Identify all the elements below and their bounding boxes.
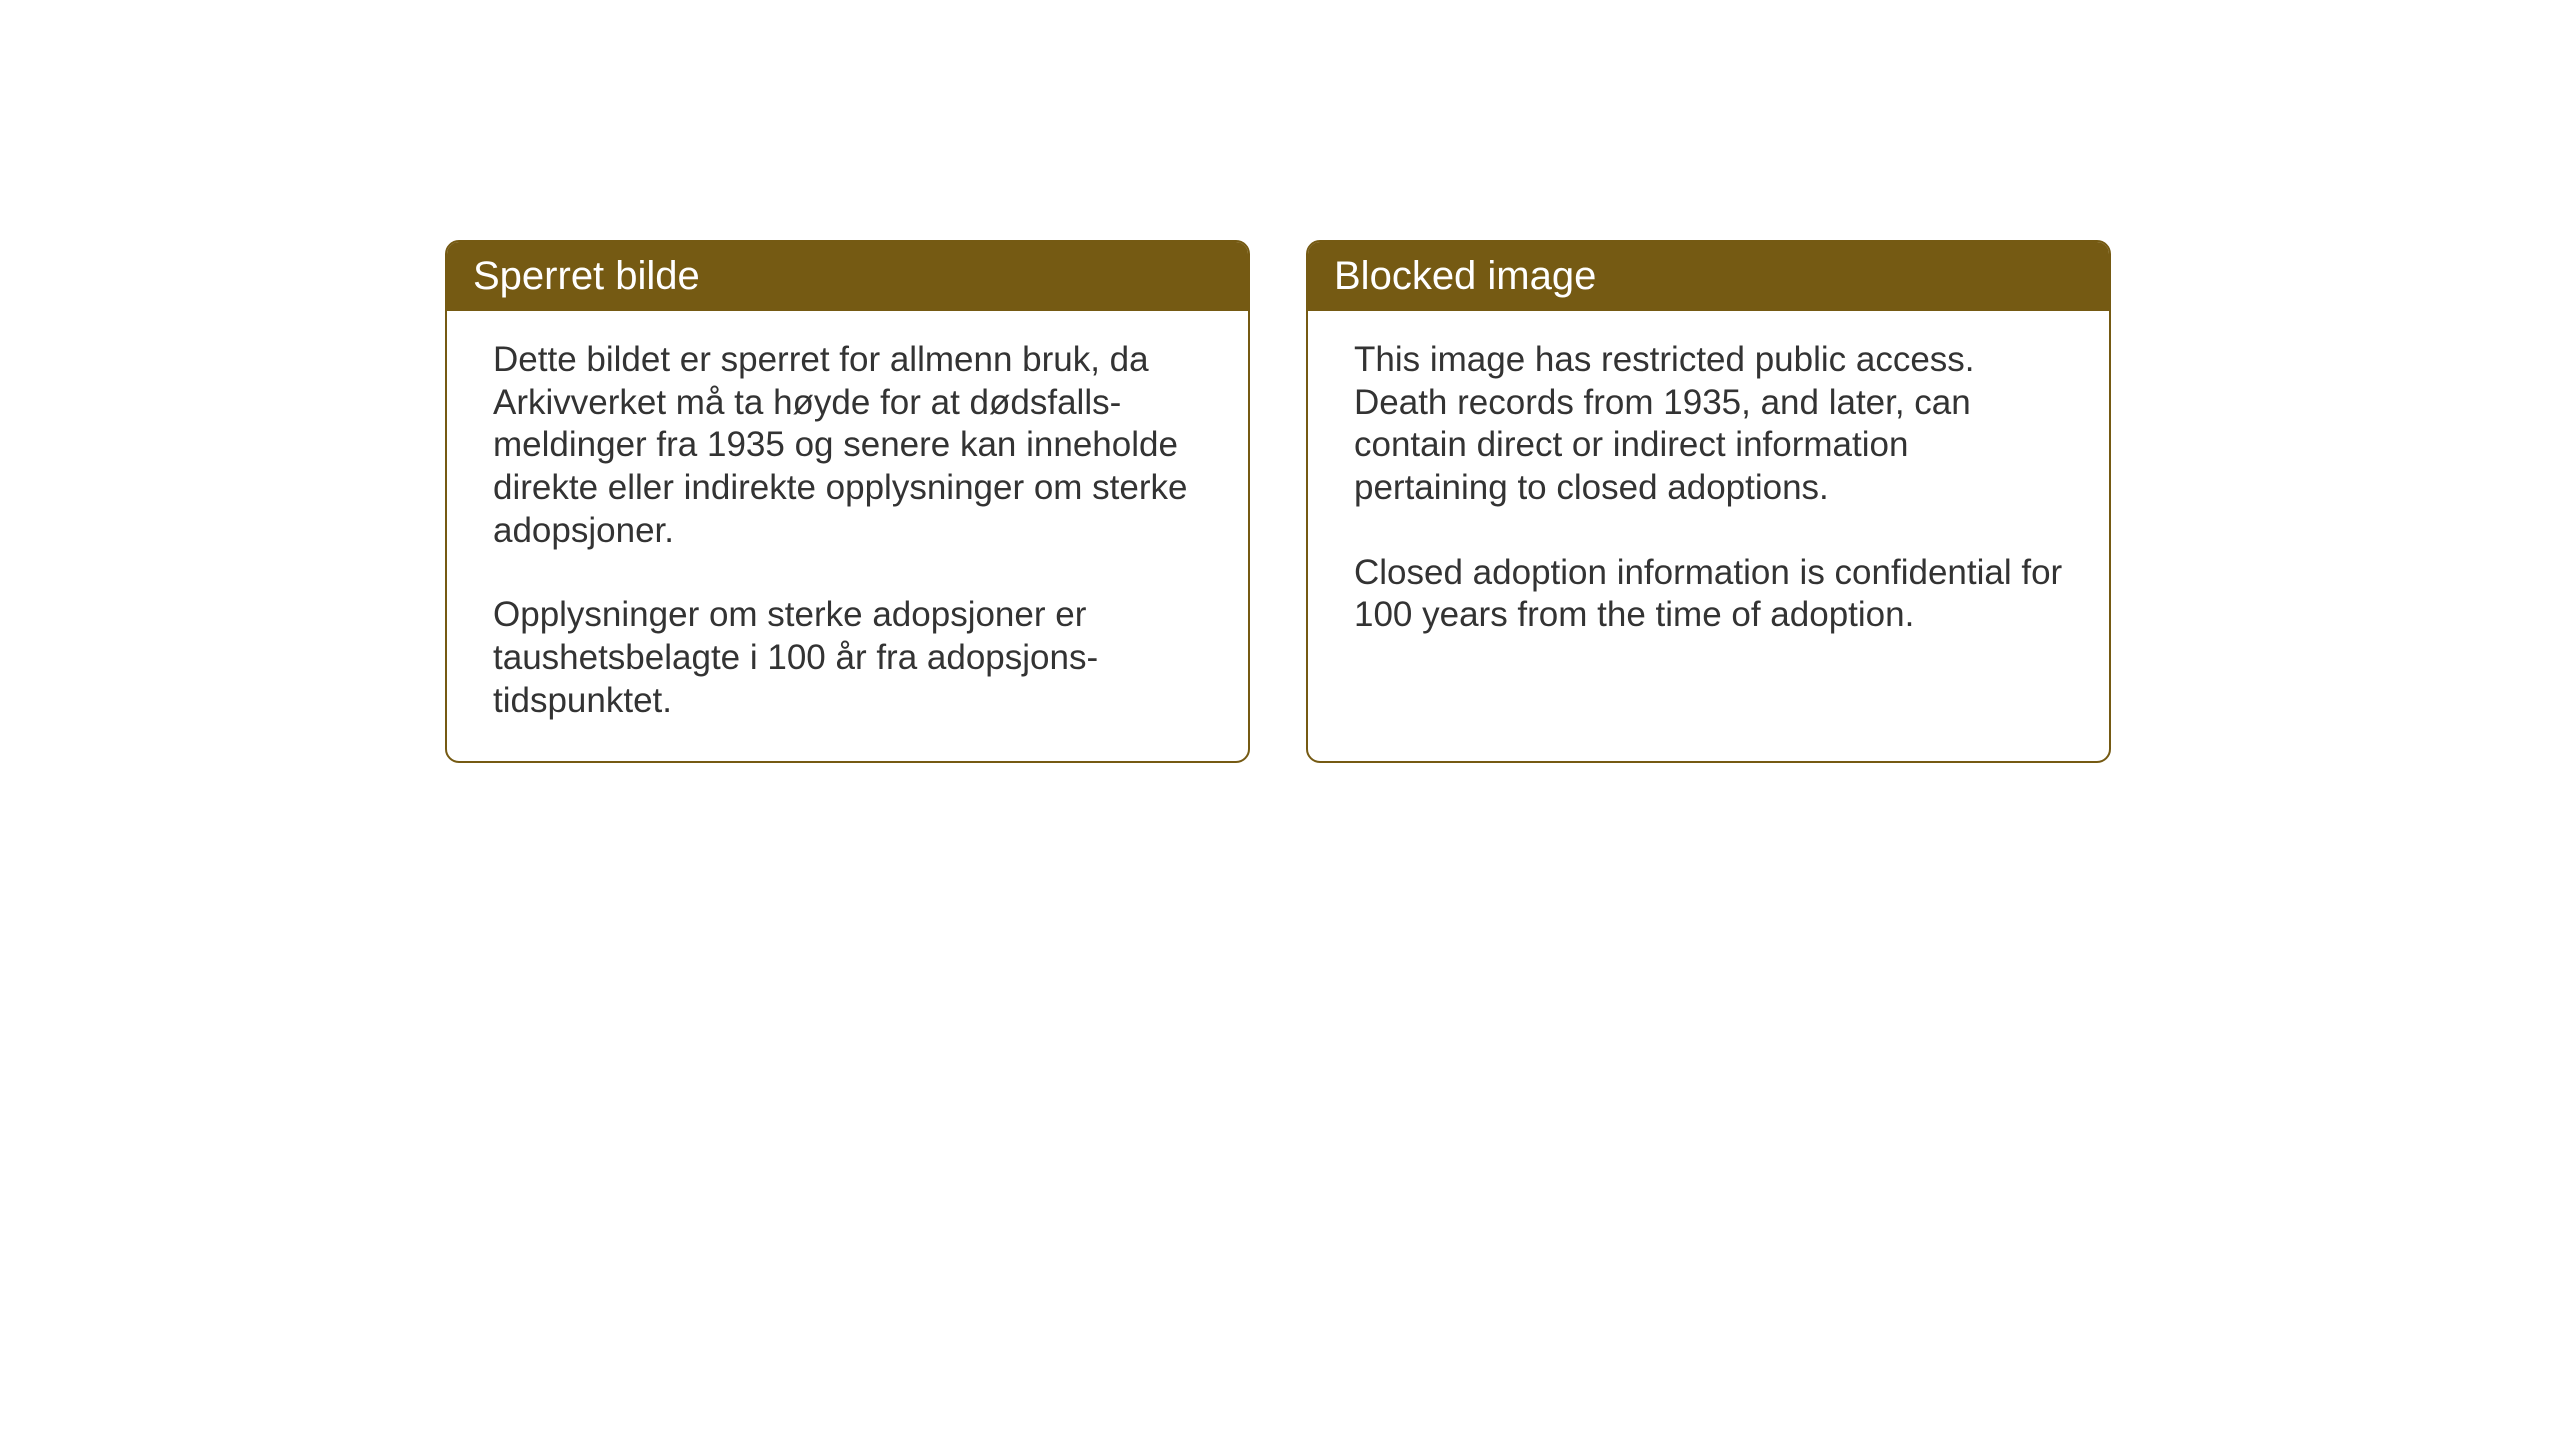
card-norwegian-title: Sperret bilde	[473, 254, 700, 298]
card-norwegian-body: Dette bildet er sperret for allmenn bruk…	[447, 311, 1248, 761]
card-english-paragraph-1: This image has restricted public access.…	[1354, 339, 2063, 510]
card-english-title: Blocked image	[1334, 254, 1596, 298]
card-norwegian-paragraph-2: Opplysninger om sterke adopsjoner er tau…	[493, 594, 1202, 722]
cards-container: Sperret bilde Dette bildet er sperret fo…	[445, 240, 2111, 763]
card-norwegian: Sperret bilde Dette bildet er sperret fo…	[445, 240, 1250, 763]
card-english-paragraph-2: Closed adoption information is confident…	[1354, 552, 2063, 637]
card-english-body: This image has restricted public access.…	[1308, 311, 2109, 675]
card-english: Blocked image This image has restricted …	[1306, 240, 2111, 763]
card-norwegian-paragraph-1: Dette bildet er sperret for allmenn bruk…	[493, 339, 1202, 552]
card-norwegian-header: Sperret bilde	[447, 242, 1248, 311]
card-english-header: Blocked image	[1308, 242, 2109, 311]
